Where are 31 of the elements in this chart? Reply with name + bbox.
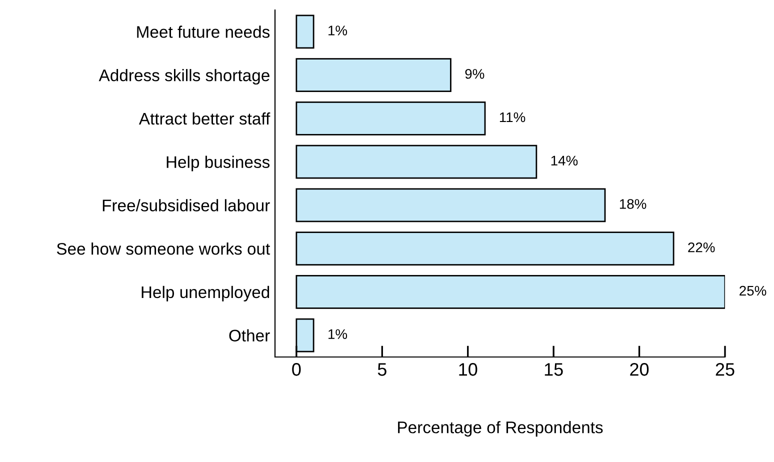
bar: [296, 14, 314, 49]
x-tick-label: 20: [630, 363, 649, 376]
data-label: 1%: [328, 26, 348, 36]
y-tick-label: Address skills shortage: [98, 69, 270, 85]
bar: [296, 274, 725, 309]
y-tick-label: Free/subsidised labour: [102, 199, 270, 212]
y-tick-label: Meet future needs: [137, 26, 270, 38]
x-axis-title: Percentage of Respondents: [398, 421, 603, 437]
y-tick-label: Help business: [166, 156, 270, 172]
data-label: 9%: [465, 68, 484, 79]
data-label: 18%: [620, 199, 646, 209]
x-tick-label: 5: [378, 363, 386, 376]
y-tick-label: Help unemployed: [142, 286, 270, 302]
bar: [296, 101, 486, 136]
y-tick-label: See how someone works out: [56, 242, 270, 255]
x-tick-label: 0: [292, 363, 301, 376]
x-tick-label: 15: [544, 363, 563, 376]
x-tick-label: 10: [459, 363, 478, 376]
x-tick-label: 25: [716, 363, 734, 376]
data-label: 1%: [328, 329, 348, 339]
bar: [296, 318, 314, 352]
bar: [296, 144, 538, 179]
data-label: 11%: [500, 112, 526, 122]
data-label: 22%: [688, 242, 715, 252]
bar: [296, 58, 452, 92]
data-label: 14%: [551, 156, 578, 166]
y-tick-label: Other: [229, 329, 270, 342]
bar: [296, 188, 606, 222]
bar: [296, 232, 674, 266]
y-tick-label: Attract better staff: [138, 112, 270, 125]
data-label: 25%: [740, 286, 766, 296]
